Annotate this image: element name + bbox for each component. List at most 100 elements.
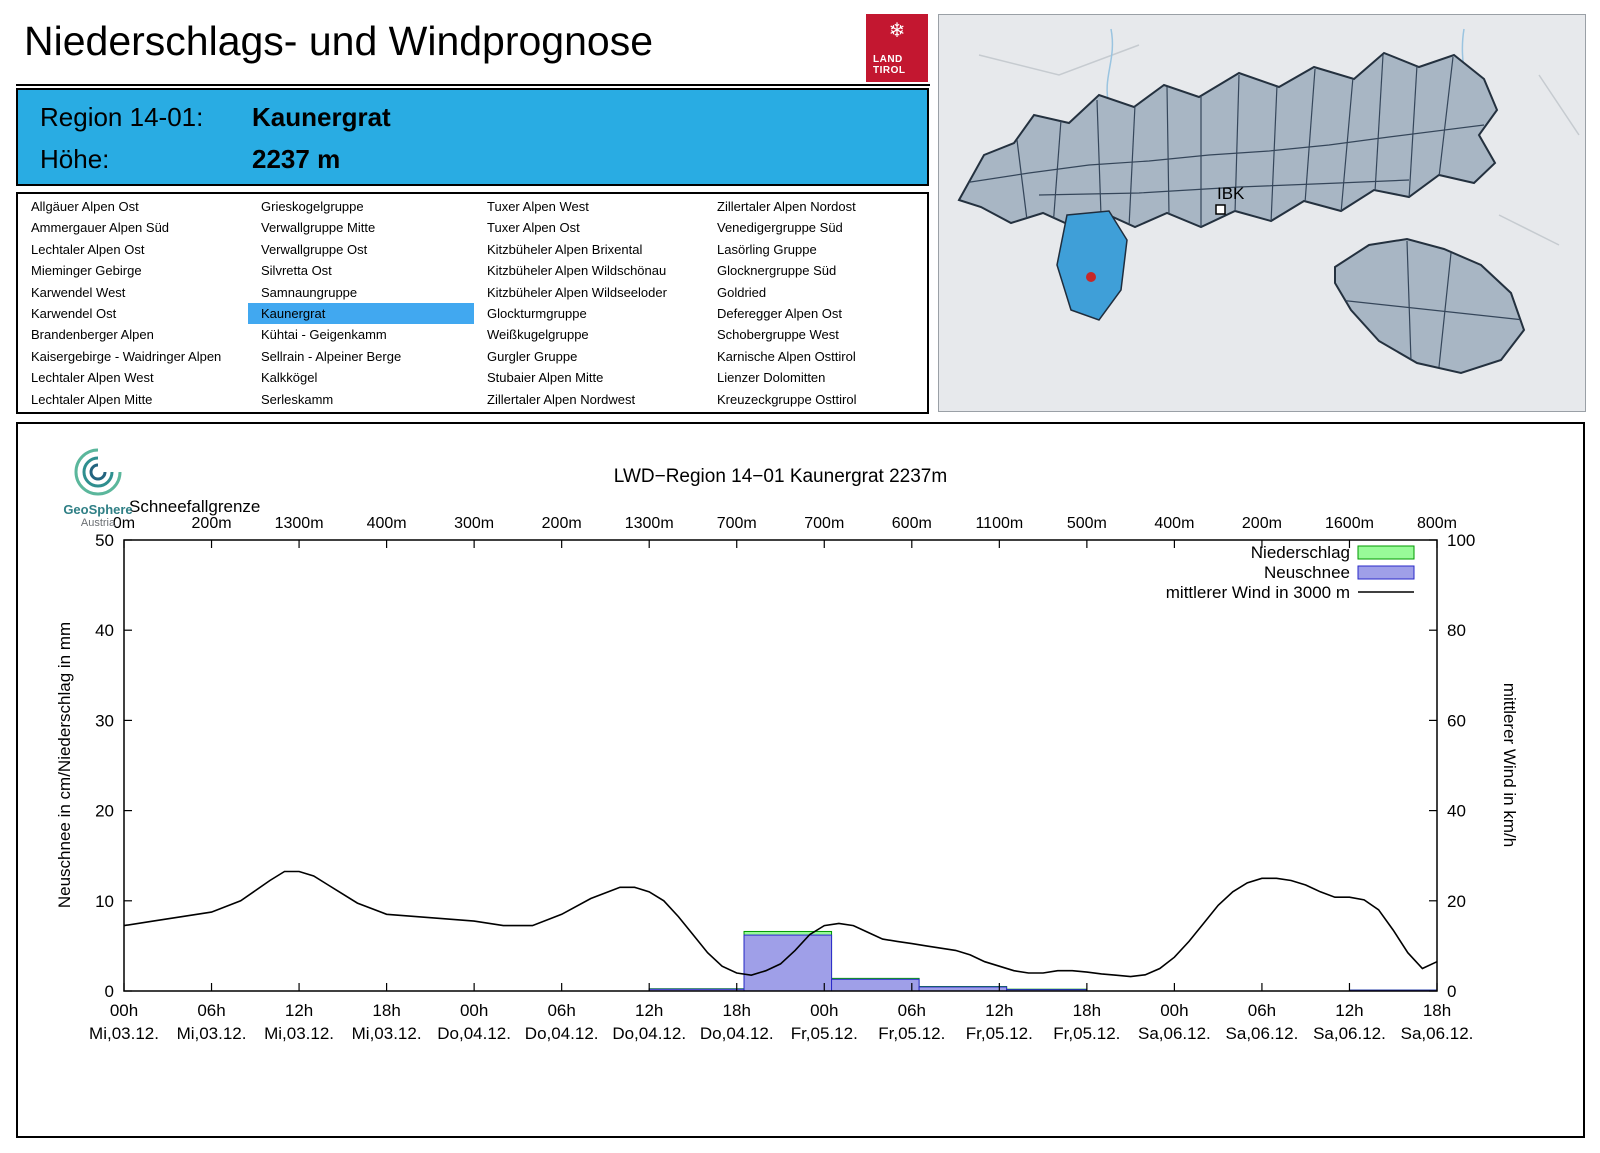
region-list-item[interactable]: Kaisergebirge - Waidringer Alpen bbox=[31, 348, 222, 364]
x-axis-date-label: Sa,06.12. bbox=[1401, 1024, 1474, 1043]
region-list-item[interactable]: Lechtaler Alpen Mitte bbox=[31, 391, 153, 407]
schneefallgrenze-value: 600m bbox=[892, 515, 932, 532]
schneefallgrenze-value: 200m bbox=[192, 515, 232, 532]
region-list-item[interactable]: Kaunergrat bbox=[248, 302, 474, 325]
x-axis-date-label: Mi,03.12. bbox=[264, 1024, 334, 1043]
region-list-item[interactable]: Ammergauer Alpen Süd bbox=[31, 220, 170, 236]
region-list-item[interactable]: Glockturmgruppe bbox=[487, 305, 587, 321]
geosphere-subname: Austria bbox=[80, 517, 116, 529]
region-list-item[interactable]: Schobergruppe West bbox=[717, 327, 839, 343]
x-axis-date-label: Do,04.12. bbox=[437, 1024, 511, 1043]
map-region-highlight-kaunergrat[interactable] bbox=[1056, 210, 1128, 321]
river bbox=[1106, 28, 1114, 106]
region-list-item[interactable]: Silvretta Ost bbox=[261, 263, 332, 279]
region-info-row: Region 14-01: Kaunergrat bbox=[40, 102, 391, 133]
y-axis-left-tick-label: 50 bbox=[95, 531, 114, 550]
region-list-item[interactable]: Serleskamm bbox=[261, 391, 334, 407]
region-list-item[interactable]: Lechtaler Alpen Ost bbox=[31, 241, 145, 257]
region-list-item[interactable]: Tuxer Alpen West bbox=[487, 199, 589, 214]
legend-swatch bbox=[1357, 545, 1415, 560]
region-info-box: Region 14-01: Kaunergrat Höhe: 2237 m bbox=[16, 88, 929, 186]
x-axis-time-label: 06h bbox=[547, 1001, 575, 1020]
map-region-east-tirol bbox=[1334, 237, 1526, 375]
altitude-info-row: Höhe: 2237 m bbox=[40, 144, 340, 175]
region-list-column: Allgäuer Alpen Ost Ammergauer Alpen Süd Le… bbox=[18, 196, 248, 410]
region-value: Kaunergrat bbox=[252, 102, 391, 132]
x-axis-time-label: 18h bbox=[372, 1001, 400, 1020]
region-list-item[interactable]: Gurgler Gruppe bbox=[487, 348, 578, 364]
y-axis-right-tick-label: 20 bbox=[1447, 892, 1466, 911]
region-list-item[interactable]: Goldried bbox=[717, 284, 767, 300]
schneefallgrenze-value: 1600m bbox=[1325, 515, 1374, 532]
map-city-label: IBK bbox=[1217, 184, 1245, 203]
region-list-item[interactable]: Karwendel West bbox=[31, 284, 126, 300]
region-list-item[interactable]: Lienzer Dolomitten bbox=[717, 370, 826, 386]
tirol-map: IBK bbox=[938, 14, 1586, 412]
region-list-item[interactable]: Kitzbüheler Alpen Brixental bbox=[487, 241, 643, 257]
x-axis-time-label: 12h bbox=[285, 1001, 313, 1020]
y-axis-right-tick-label: 0 bbox=[1447, 982, 1456, 1001]
schneefallgrenze-value: 400m bbox=[1154, 515, 1194, 532]
x-axis-date-label: Fr,05.12. bbox=[878, 1024, 945, 1043]
region-list-item[interactable]: Zillertaler Alpen Nordost bbox=[717, 199, 856, 214]
y-axis-left-tick-label: 0 bbox=[105, 982, 114, 1001]
region-list-item[interactable]: Glocknergruppe Süd bbox=[717, 263, 837, 279]
district-borders bbox=[963, 54, 1485, 227]
region-list-item[interactable]: Kreuzeckgruppe Osttirol bbox=[717, 391, 857, 407]
schneefallgrenze-value: 400m bbox=[367, 515, 407, 532]
region-list-item[interactable]: Lasörling Gruppe bbox=[717, 241, 817, 257]
neuschnee-bar bbox=[743, 934, 833, 992]
snowflake-icon: ❄ bbox=[888, 20, 906, 42]
region-list-item[interactable]: Mieminger Gebirge bbox=[31, 263, 142, 279]
x-axis-time-label: 06h bbox=[898, 1001, 926, 1020]
geosphere-spiral-icon bbox=[74, 448, 122, 496]
x-axis-time-label: 00h bbox=[460, 1001, 488, 1020]
region-list-item[interactable]: Verwallgruppe Mitte bbox=[261, 220, 376, 236]
legend-label: mittlerer Wind in 3000 m bbox=[1166, 583, 1350, 602]
x-axis-date-label: Mi,03.12. bbox=[89, 1024, 159, 1043]
forecast-chart-panel: 0 0 10 20 20 40 30 60 40 80 50 100 0m 00h Mi,03.12. 200… bbox=[16, 422, 1585, 1138]
x-axis-date-label: Sa,06.12. bbox=[1138, 1024, 1211, 1043]
region-list-item[interactable]: Karnische Alpen Osttirol bbox=[717, 348, 856, 364]
region-list-item[interactable]: Kitzbüheler Alpen Wildseeloder bbox=[487, 284, 667, 300]
x-axis-time-label: 12h bbox=[1335, 1001, 1363, 1020]
title-divider bbox=[16, 84, 930, 86]
forecast-chart: 0 0 10 20 20 40 30 60 40 80 50 100 0m 00h Mi,03.12. 200… bbox=[55, 466, 1519, 1043]
region-list-item[interactable]: Weißkugelgruppe bbox=[487, 327, 589, 343]
x-axis-time-label: 00h bbox=[810, 1001, 838, 1020]
region-list-item[interactable]: Deferegger Alpen Ost bbox=[717, 305, 843, 321]
region-list-item[interactable]: Tuxer Alpen Ost bbox=[487, 220, 580, 236]
region-list-item[interactable]: Allgäuer Alpen Ost bbox=[31, 199, 139, 214]
region-list-item[interactable]: Karwendel Ost bbox=[31, 305, 117, 321]
region-list-item[interactable]: Stubaier Alpen Mitte bbox=[487, 370, 604, 386]
region-list-item[interactable]: Verwallgruppe Ost bbox=[261, 241, 368, 257]
region-list-item[interactable]: Venedigergruppe Süd bbox=[717, 220, 843, 236]
y-axis-left-tick-label: 40 bbox=[95, 621, 114, 640]
schneefallgrenze-value: 200m bbox=[542, 515, 582, 532]
region-label: Region 14-01: bbox=[40, 102, 204, 132]
y-axis-right-tick-label: 60 bbox=[1447, 711, 1466, 730]
schneefallgrenze-value: 800m bbox=[1417, 515, 1457, 532]
region-list-item[interactable]: Zillertaler Alpen Nordwest bbox=[487, 391, 636, 407]
x-axis-time-label: 00h bbox=[110, 1001, 138, 1020]
region-list-item[interactable]: Brandenberger Alpen bbox=[31, 327, 154, 343]
y-axis-left-tick-label: 10 bbox=[95, 892, 114, 911]
schneefallgrenze-value: 500m bbox=[1067, 515, 1107, 532]
region-list-item[interactable]: Sellrain - Alpeiner Berge bbox=[261, 348, 402, 364]
x-axis-date-label: Mi,03.12. bbox=[352, 1024, 422, 1043]
y-axis-right-tick-label: 100 bbox=[1447, 531, 1475, 550]
region-list-item[interactable]: Kitzbüheler Alpen Wildschönau bbox=[487, 263, 667, 279]
x-axis-time-label: 12h bbox=[985, 1001, 1013, 1020]
region-list-item[interactable]: Kalkkögel bbox=[261, 370, 318, 386]
x-axis-time-label: 00h bbox=[1160, 1001, 1188, 1020]
region-list-item[interactable]: Grieskogelgruppe bbox=[261, 199, 364, 214]
x-axis-time-label: 12h bbox=[635, 1001, 663, 1020]
x-axis-date-label: Do,04.12. bbox=[700, 1024, 774, 1043]
x-axis-date-label: Do,04.12. bbox=[525, 1024, 599, 1043]
chart-title: LWD−Region 14−01 Kaunergrat 2237m bbox=[614, 466, 947, 487]
region-list-item[interactable]: Samnaungruppe bbox=[261, 284, 358, 300]
region-list-item[interactable]: Lechtaler Alpen West bbox=[31, 370, 154, 386]
schneefallgrenze-label: Schneefallgrenze bbox=[129, 497, 260, 516]
x-axis-date-label: Mi,03.12. bbox=[177, 1024, 247, 1043]
region-list-item[interactable]: Kühtai - Geigenkamm bbox=[261, 327, 387, 343]
